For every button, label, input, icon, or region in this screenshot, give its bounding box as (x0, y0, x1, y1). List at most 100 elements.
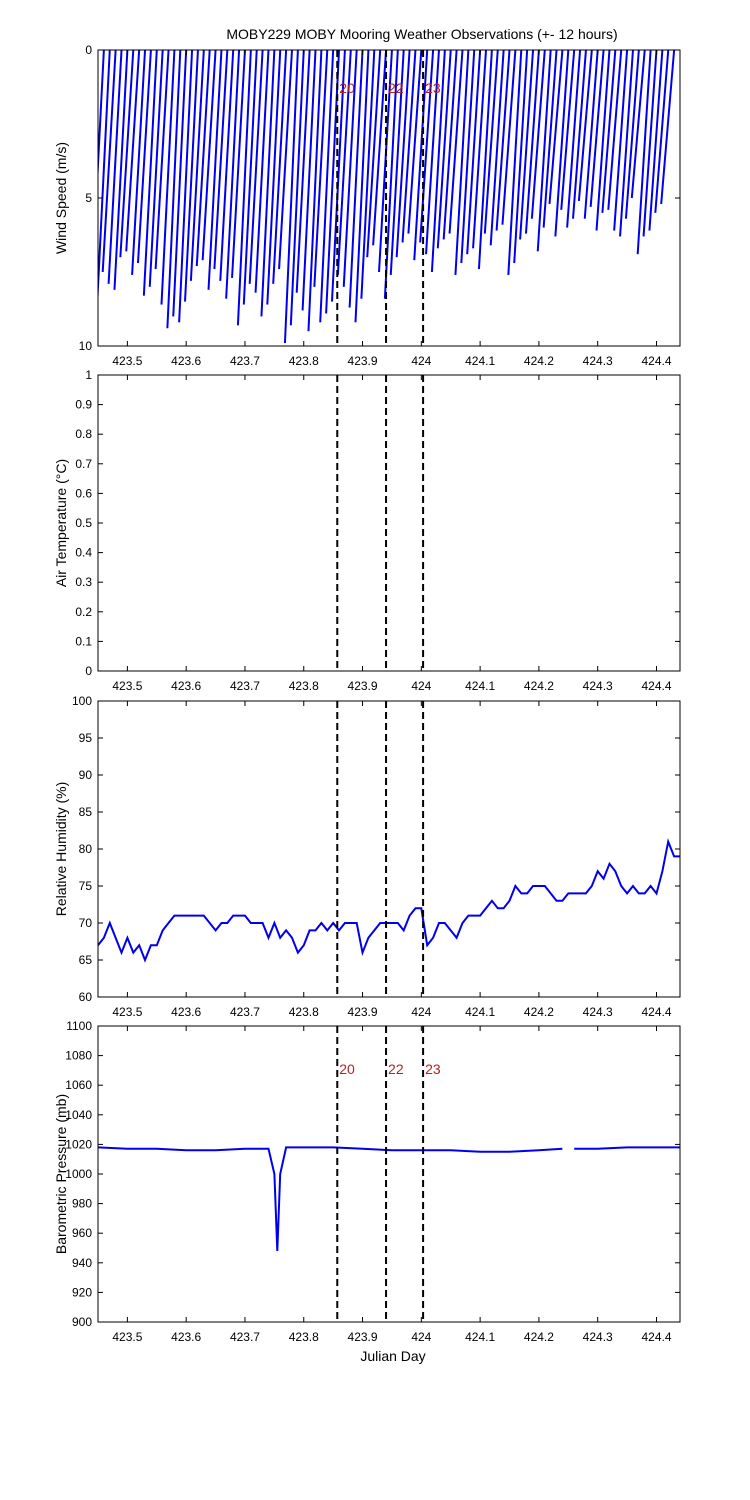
wind-vector (477, 50, 493, 270)
y-tick-label: 1060 (65, 1078, 92, 1092)
marker-label-20: 20 (339, 80, 355, 96)
wind-vector (489, 50, 505, 246)
wind-vector (395, 50, 411, 258)
wind-vector (319, 50, 335, 323)
wind-vector (542, 50, 558, 228)
wind-vector (236, 50, 252, 326)
x-tick-label: 423.8 (289, 354, 319, 368)
wind-vector (189, 50, 205, 281)
wind-vector (101, 50, 117, 273)
wind-vector (242, 50, 258, 305)
wind-vector (630, 50, 646, 199)
x-tick-label: 424 (411, 1330, 431, 1344)
y-tick-label: 0.3 (75, 575, 92, 589)
wind-vector (425, 50, 440, 255)
wind-vector (113, 50, 129, 290)
humidity-y-axis-label: Relative Humidity (%) (53, 782, 69, 917)
x-tick-label: 423.6 (171, 679, 201, 693)
wind-vector (98, 50, 111, 307)
y-tick-label: 80 (79, 842, 93, 856)
wind-vector (360, 50, 376, 299)
wind-y-axis-label: Wind Speed (m/s) (53, 142, 69, 254)
y-tick-label: 980 (72, 1197, 92, 1211)
wind-vector (172, 50, 188, 317)
y-tick-label: 1 (85, 368, 92, 382)
wind-vector (136, 50, 152, 264)
wind-vector (501, 50, 517, 225)
wind-vector (648, 50, 664, 231)
wind-vector (272, 50, 288, 284)
wind-vector (607, 50, 623, 210)
wind-vector (536, 50, 552, 252)
wind-vector (389, 50, 405, 276)
wind-vector (548, 50, 564, 205)
wind-vector (354, 50, 370, 323)
wind-vector (184, 50, 199, 302)
wind-vector (442, 50, 458, 240)
y-tick-label: 90 (79, 768, 93, 782)
x-tick-label: 423.7 (230, 1005, 260, 1019)
y-tick-label: 0.6 (75, 486, 92, 500)
y-tick-label: 60 (79, 990, 93, 1004)
y-tick-label: 1040 (65, 1108, 92, 1122)
wind-vector (601, 50, 617, 213)
x-tick-label: 424.4 (641, 679, 671, 693)
panel-air_temperature: 423.5 423.6 423.7 423.8 423.9 424 424.1 424.2 42… (53, 368, 681, 693)
wind-vector (325, 50, 341, 314)
x-tick-label: 424.1 (465, 1330, 495, 1344)
x-axis-label: Julian Day (360, 1348, 425, 1364)
wind-vector (530, 50, 546, 219)
x-tick-label: 423.7 (230, 354, 260, 368)
wind-vector (131, 50, 147, 276)
wind-vector (383, 50, 399, 299)
x-tick-label: 424.4 (641, 354, 671, 368)
wind-vector (430, 50, 446, 273)
wind-vector (407, 50, 423, 234)
wind-vector (98, 50, 105, 184)
wind-vector (213, 50, 229, 270)
y-tick-label: 0.8 (75, 427, 92, 441)
y-tick-label: 0 (85, 43, 92, 57)
wind-vector (107, 50, 123, 284)
y-tick-label: 0.4 (75, 546, 92, 560)
wind-vector (289, 50, 305, 326)
wind-vector (119, 50, 135, 258)
pressure-y-axis-label: Barometric Pressure (mb) (53, 1094, 69, 1254)
x-tick-label: 423.6 (171, 354, 201, 368)
wind-vector (654, 50, 670, 213)
humidity-axes-frame (97, 700, 681, 998)
wind-vector (495, 50, 511, 231)
x-tick-label: 423.9 (348, 1005, 378, 1019)
marker-label-23: 23 (425, 1061, 441, 1077)
wind-vector (519, 50, 535, 240)
x-tick-label: 424 (411, 354, 431, 368)
wind-vector (154, 50, 170, 270)
wind-vector (524, 50, 540, 234)
wind-vector (589, 50, 605, 207)
wind-data (98, 50, 676, 344)
x-tick-label: 424 (411, 1005, 431, 1019)
marker-label-20: 20 (339, 1061, 355, 1077)
wind-vector (554, 50, 570, 237)
x-tick-label: 423.7 (230, 679, 260, 693)
x-tick-label: 424.3 (583, 354, 613, 368)
x-tick-label: 423.5 (112, 354, 142, 368)
x-tick-label: 424.2 (524, 1005, 554, 1019)
wind-vector (595, 50, 611, 231)
y-tick-label: 0.2 (75, 605, 92, 619)
wind-vector (125, 50, 141, 252)
wind-vector (583, 50, 599, 219)
wind-vector (301, 50, 317, 311)
y-tick-label: 0.9 (75, 398, 92, 412)
y-tick-label: 0.1 (75, 634, 92, 648)
x-tick-label: 423.8 (289, 1330, 319, 1344)
marker-label-23: 23 (425, 80, 441, 96)
wind-vector (313, 50, 329, 287)
wind-vector (460, 50, 476, 264)
wind-vector (231, 50, 246, 278)
humidity-series-line (98, 838, 680, 963)
x-tick-label: 423.6 (171, 1005, 201, 1019)
wind-vector (336, 50, 352, 276)
wind-vector (201, 50, 217, 261)
figure-title: MOBY229 MOBY Mooring Weather Observation… (226, 26, 617, 42)
